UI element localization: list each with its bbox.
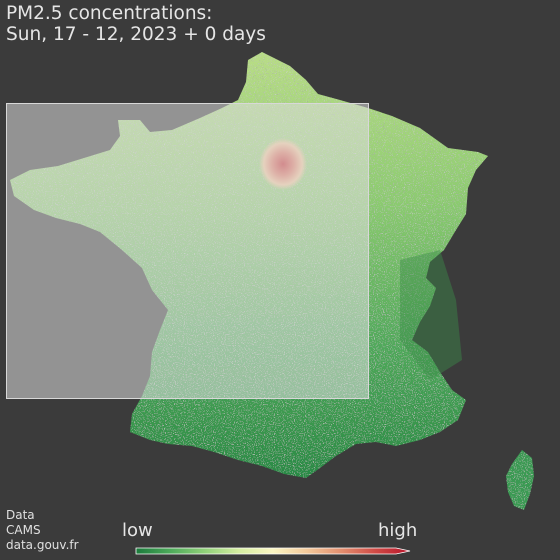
corsica — [506, 450, 534, 510]
map-title: PM2.5 concentrations: Sun, 17 - 12, 2023… — [6, 3, 266, 45]
title-line-2: Sun, 17 - 12, 2023 + 0 days — [6, 24, 266, 45]
legend-high-label: high — [378, 520, 418, 541]
selection-box[interactable] — [6, 103, 369, 399]
legend-low-label: low — [122, 520, 153, 541]
data-source: Data CAMS data.gouv.fr — [6, 508, 79, 553]
colorbar-fill — [135, 547, 411, 555]
legend-colorbar — [135, 547, 411, 555]
alps-region — [400, 250, 462, 380]
source-line-1: Data — [6, 508, 35, 522]
source-line-3: data.gouv.fr — [6, 538, 79, 552]
title-line-1: PM2.5 concentrations: — [6, 3, 213, 24]
source-line-2: CAMS — [6, 523, 41, 537]
